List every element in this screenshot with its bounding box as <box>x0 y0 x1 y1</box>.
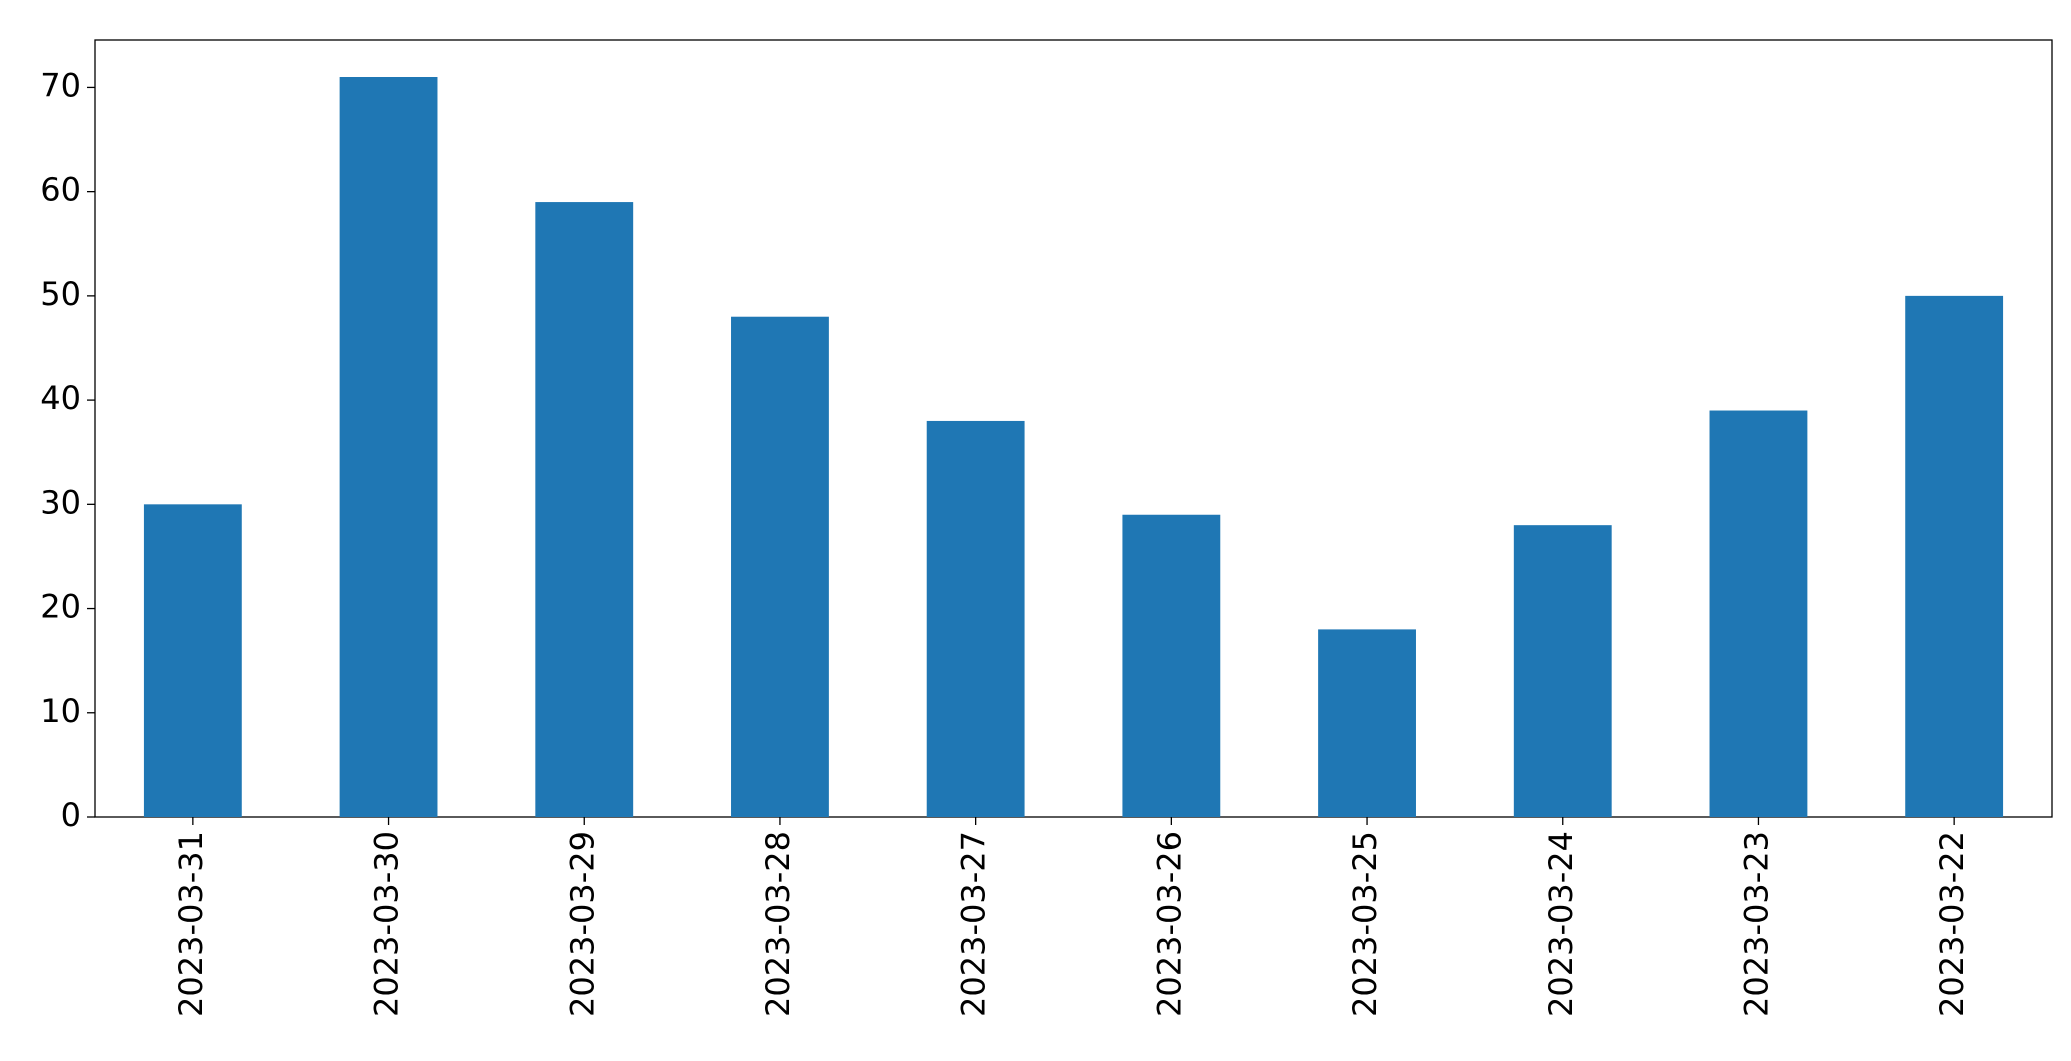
bar <box>1709 410 1808 817</box>
bar <box>1318 629 1416 817</box>
y-tick-label: 10 <box>40 692 81 730</box>
x-tick-label: 2023-03-25 <box>1346 831 1384 1017</box>
x-tick-label: 2023-03-28 <box>759 831 797 1017</box>
x-tick-label: 2023-03-27 <box>955 831 993 1017</box>
plot-frame <box>94 39 2053 818</box>
x-tick-label: 2023-03-30 <box>368 831 406 1017</box>
x-tick-label: 2023-03-23 <box>1737 831 1775 1017</box>
bar <box>731 316 829 817</box>
bar <box>535 202 634 817</box>
bar <box>1905 295 2004 817</box>
y-tick-label: 30 <box>40 483 81 521</box>
y-tick-label: 50 <box>40 275 81 313</box>
x-tick-label: 2023-03-29 <box>563 831 601 1017</box>
y-tick-label: 60 <box>40 171 81 209</box>
bar <box>926 420 1025 817</box>
y-tick-label: 40 <box>40 379 81 417</box>
bar <box>339 77 438 817</box>
bar <box>1513 525 1612 817</box>
x-tick-label: 2023-03-24 <box>1542 831 1580 1017</box>
y-tick-label: 0 <box>61 796 81 834</box>
x-tick-label: 2023-03-26 <box>1150 831 1188 1017</box>
bar <box>1122 514 1221 817</box>
bar <box>143 504 242 817</box>
x-tick-label: 2023-03-31 <box>172 831 210 1017</box>
x-tick-label: 2023-03-22 <box>1933 831 1971 1017</box>
y-tick-label: 20 <box>40 588 81 626</box>
y-tick-label: 70 <box>40 66 81 104</box>
